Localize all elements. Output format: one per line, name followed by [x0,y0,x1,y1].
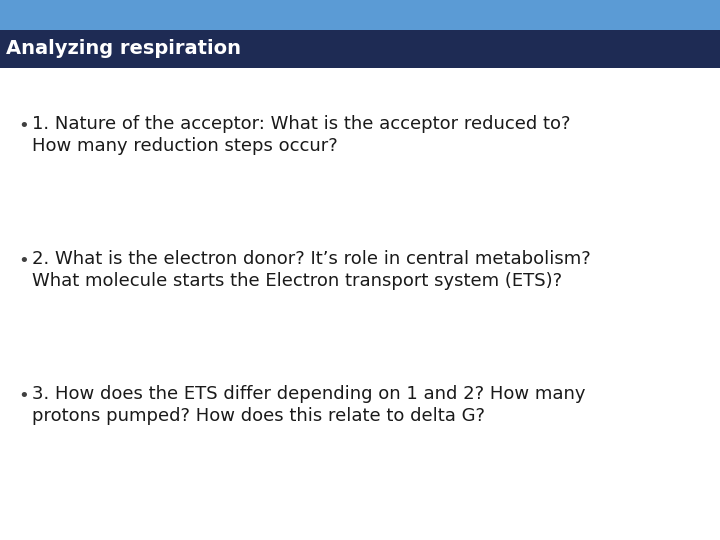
Text: What molecule starts the Electron transport system (ETS)?: What molecule starts the Electron transp… [32,272,562,290]
Bar [0,0,720,30]
Text: protons pumped? How does this relate to delta G?: protons pumped? How does this relate to … [32,407,485,425]
Text: •: • [18,252,29,270]
Text: Analyzing respiration: Analyzing respiration [6,39,241,58]
Bar [0,30,720,68]
Text: How many reduction steps occur?: How many reduction steps occur? [32,137,338,155]
Text: •: • [18,117,29,135]
Text: •: • [18,387,29,405]
Text: 3. How does the ETS differ depending on 1 and 2? How many: 3. How does the ETS differ depending on … [32,385,585,403]
Text: 1. Nature of the acceptor: What is the acceptor reduced to?: 1. Nature of the acceptor: What is the a… [32,115,570,133]
Text: 2. What is the electron donor? It’s role in central metabolism?: 2. What is the electron donor? It’s role… [32,250,590,268]
